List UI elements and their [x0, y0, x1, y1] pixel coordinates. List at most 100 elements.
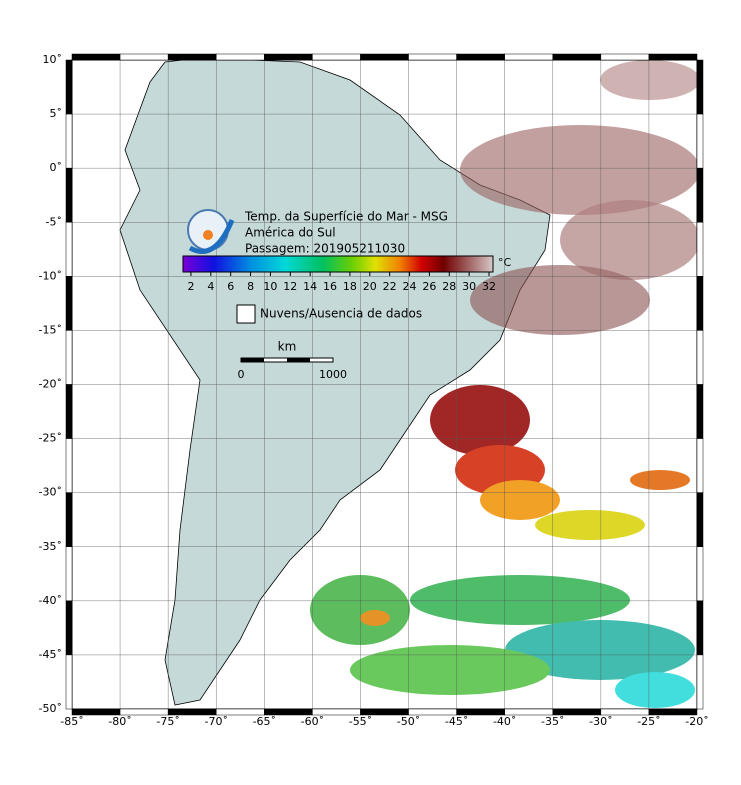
- colorbar-tick-label: 4: [207, 280, 214, 293]
- frame-segment: [65, 384, 73, 439]
- frame-segment: [696, 384, 704, 439]
- legend-label: Nuvens/Ausencia de dados: [260, 307, 422, 321]
- lat-tick-label: -10˚: [39, 269, 62, 282]
- lon-tick-label: -50˚: [397, 715, 420, 728]
- lon-tick-label: -25˚: [637, 715, 660, 728]
- frame-segment: [65, 167, 73, 223]
- scale-label: 0: [238, 368, 245, 381]
- scale-bar-seg: [287, 358, 310, 362]
- lat-tick-label: -50˚: [39, 702, 62, 715]
- frame-segment: [696, 167, 704, 223]
- frame-segment: [65, 276, 73, 331]
- frame-segment: [696, 438, 704, 493]
- lat-tick-label: -25˚: [39, 432, 62, 445]
- lon-tick-label: -85˚: [60, 715, 83, 728]
- frame-segment: [408, 53, 457, 61]
- lon-tick-label: -70˚: [204, 715, 227, 728]
- title-line: Passagem: 201905211030: [245, 242, 405, 256]
- frame-segment: [65, 438, 73, 493]
- colorbar-tick-label: 22: [383, 280, 397, 293]
- frame-segment: [696, 222, 704, 277]
- lon-tick-label: -55˚: [349, 715, 372, 728]
- frame-segment: [119, 53, 169, 61]
- lat-tick-label: -20˚: [39, 378, 62, 391]
- continent: [119, 60, 551, 706]
- frame-segment: [65, 546, 73, 602]
- frame-segment: [696, 330, 704, 385]
- frame-segment: [312, 53, 361, 61]
- frame-segment: [65, 113, 73, 169]
- colorbar-tick-label: 30: [462, 280, 476, 293]
- frame-segment: [696, 654, 704, 710]
- frame-checker: [65, 53, 704, 716]
- colorbar-tick-label: 26: [422, 280, 436, 293]
- title-line: Temp. da Superfície do Mar - MSG: [244, 210, 448, 224]
- logo: [187, 209, 235, 254]
- frame-segment: [264, 53, 313, 61]
- scale-bar-seg: [241, 358, 264, 362]
- lon-tick-label: -75˚: [156, 715, 179, 728]
- scale-unit: km: [278, 340, 297, 354]
- lon-tick-label: -30˚: [589, 715, 612, 728]
- lat-tick-label: -30˚: [39, 486, 62, 499]
- frame-segment: [696, 59, 704, 115]
- frame-segment: [215, 53, 265, 61]
- lat-tick-label: 0˚: [50, 161, 63, 174]
- frame-segment: [65, 492, 73, 547]
- lat-tick-label: 10˚: [43, 53, 63, 66]
- colorbar-tick-label: 10: [263, 280, 277, 293]
- colorbar-tick-label: 28: [442, 280, 456, 293]
- frame-segment: [65, 330, 73, 385]
- sst-patches: [310, 60, 697, 708]
- scale-label: 1000: [319, 368, 347, 381]
- frame-segment: [552, 53, 602, 61]
- lon-tick-label: -80˚: [108, 715, 131, 728]
- colorbar-tick-label: 18: [343, 280, 357, 293]
- lat-tick-label: -45˚: [39, 648, 62, 661]
- title-line: América do Sul: [245, 226, 336, 240]
- colorbar-tick-label: 6: [227, 280, 234, 293]
- frame-segment: [167, 53, 217, 61]
- map-area: [72, 60, 697, 709]
- frame-segment: [648, 53, 698, 61]
- colorbar-tick-label: 24: [403, 280, 417, 293]
- lon-tick-label: -35˚: [541, 715, 564, 728]
- colorbar-tick-label: 20: [363, 280, 377, 293]
- frame-segment: [65, 59, 73, 115]
- frame-segment: [65, 222, 73, 277]
- frame-segment: [696, 113, 704, 169]
- lat-tick-label: 5˚: [50, 107, 63, 120]
- frame-segment: [696, 492, 704, 547]
- frame-segment: [648, 708, 698, 716]
- frame-segment: [71, 53, 121, 61]
- lat-tick-label: -5˚: [46, 215, 62, 228]
- colorbar-tick-label: 14: [303, 280, 317, 293]
- colorbar-tick-label: 32: [482, 280, 496, 293]
- legend-swatch: [236, 304, 256, 324]
- colorbar-tick-label: 12: [283, 280, 297, 293]
- lon-tick-label: -20˚: [685, 715, 708, 728]
- lon-tick-label: -60˚: [301, 715, 324, 728]
- graticule: [72, 60, 697, 709]
- frame-segment: [360, 53, 409, 61]
- colorbar-tick-label: 2: [187, 280, 194, 293]
- frame-segment: [600, 53, 650, 61]
- colorbar: [182, 255, 494, 273]
- colorbar-unit: °C: [498, 256, 512, 269]
- frame-segment: [65, 654, 73, 710]
- frame-segment: [696, 546, 704, 602]
- frame-segment: [696, 276, 704, 331]
- frame-segment: [504, 53, 554, 61]
- frame-segment: [696, 600, 704, 656]
- lon-tick-label: -40˚: [493, 715, 516, 728]
- frame-segment: [65, 600, 73, 656]
- lat-tick-label: -15˚: [39, 323, 62, 336]
- lon-tick-label: -65˚: [253, 715, 276, 728]
- colorbar-tick-label: 16: [323, 280, 337, 293]
- lon-tick-label: -45˚: [445, 715, 468, 728]
- lat-tick-label: -40˚: [39, 594, 62, 607]
- lat-tick-label: -35˚: [39, 540, 62, 553]
- frame-segment: [456, 53, 505, 61]
- colorbar-tick-label: 8: [247, 280, 254, 293]
